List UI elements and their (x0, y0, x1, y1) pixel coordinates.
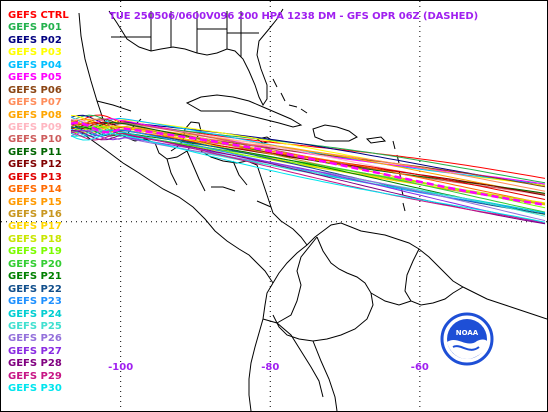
south-america-north (272, 222, 547, 320)
hispaniola (312, 124, 358, 142)
legend-item: GEFS P13 (8, 171, 62, 183)
us-interior-borders (111, 11, 259, 57)
noaa-logo-text: NOAA (456, 329, 479, 337)
cuba (185, 94, 303, 128)
guianas (404, 248, 464, 306)
legend-item: GEFS P18 (8, 233, 62, 245)
ensemble-contours (70, 114, 546, 225)
contour-line (70, 118, 546, 196)
puerto-rico (365, 136, 387, 144)
contour-line (70, 131, 546, 223)
legend-item: GEFS P16 (8, 209, 62, 220)
lesser-antilles (392, 140, 406, 212)
legend-item: GEFS P15 (8, 196, 62, 208)
central-america-borders (166, 150, 272, 208)
legend-item: GEFS P20 (8, 258, 62, 270)
brazil-border (312, 292, 412, 411)
legend-item: GEFS P06 (8, 84, 62, 96)
legend-item: GEFS P26 (8, 333, 62, 345)
legend-item: GEFS P21 (8, 271, 62, 283)
legend-item: GEFS P25 (8, 320, 62, 332)
legend-item: GEFS P30 (8, 383, 62, 395)
contour-line (70, 122, 546, 205)
gfs-operational-dashed-contour (70, 121, 546, 207)
us-gulf-coast (108, 8, 284, 106)
longitude-axis-labels: -100 -80 -60 (108, 362, 429, 373)
south-america-west (248, 282, 274, 411)
central-america-caribbean (200, 150, 308, 246)
legend: GEFS CTRL GEFS P01 GEFS P02 GEFS P03 GEFS P0… (8, 10, 69, 396)
legend-item: GEFS P17 (8, 221, 62, 233)
contour-line (71, 129, 546, 217)
legend-item: GEFS P28 (8, 358, 62, 370)
contour-line (70, 128, 546, 214)
legend-item: GEFS P03 (8, 47, 62, 59)
legend-item: GEFS P19 (8, 246, 62, 258)
legend-item: GEFS P08 (8, 109, 62, 121)
legend-item: GEFS P29 (8, 370, 62, 382)
central-america-pacific (78, 130, 274, 284)
legend-item: GEFS P24 (8, 308, 62, 320)
legend-item: GEFS P22 (8, 283, 62, 295)
venezuela-interior (272, 236, 374, 342)
contour-line (70, 122, 546, 204)
legend-item: GEFS P05 (8, 72, 62, 84)
legend-item: GEFS P27 (8, 345, 62, 357)
legend-item: GEFS P07 (8, 97, 62, 109)
legend-item: GEFS P01 (8, 22, 62, 34)
legend-item: GEFS P02 (8, 34, 62, 46)
map-title: TUE 250506/0600V096 200 HPA 1238 DM - GF… (109, 11, 479, 22)
contour-line (70, 114, 546, 186)
legend-item: GEFS P11 (8, 146, 62, 158)
gulf-coast-mexico (78, 12, 202, 160)
legend-item: GEFS P04 (8, 59, 62, 71)
lon-tick-label: -100 (108, 362, 133, 373)
colombia-border (276, 236, 318, 324)
legend-item: GEFS P10 (8, 134, 62, 146)
peru-border (262, 318, 324, 398)
coastlines (78, 8, 547, 411)
legend-item: GEFS P12 (8, 159, 62, 171)
legend-item: GEFS P09 (8, 121, 62, 133)
contour-line (70, 133, 546, 223)
legend-item: GEFS P14 (8, 184, 62, 196)
lon-tick-label: -80 (261, 362, 279, 373)
lon-tick-label: -60 (411, 362, 429, 373)
legend-item: GEFS P23 (8, 296, 62, 308)
legend-item: GEFS CTRL (8, 10, 69, 21)
bahamas (272, 78, 308, 114)
noaa-logo-icon: NOAA (440, 312, 494, 366)
contour-line (70, 116, 546, 185)
